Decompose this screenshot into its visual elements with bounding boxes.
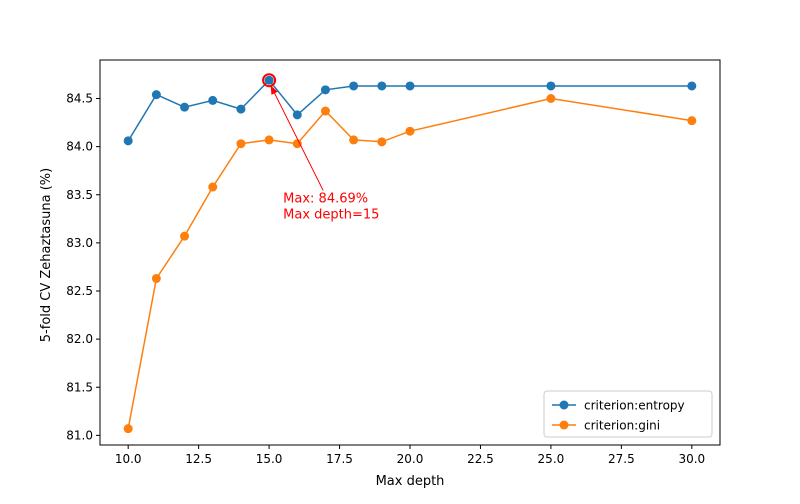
data-point-1-10: [405, 126, 415, 136]
x-axis-label: Max depth: [376, 474, 445, 489]
y-tick-label-6: 84.0: [66, 140, 93, 154]
legend-marker-0: [559, 400, 569, 410]
data-point-1-3: [208, 182, 218, 192]
y-tick-label-0: 81.0: [66, 428, 93, 442]
data-point-1-0: [123, 424, 133, 434]
data-point-1-8: [349, 135, 359, 145]
x-tick-label-1: 12.5: [185, 452, 212, 466]
axes: 10.0 12.5 15.0 17.5 20.0 22.5 25.0 27.5 30.0 81.0…: [66, 59, 721, 466]
data-point-0-12: [687, 81, 697, 91]
y-tick-label-3: 82.5: [66, 284, 93, 298]
data-point-1-9: [377, 137, 387, 147]
data-point-0-4: [236, 104, 246, 114]
y-axis-label: 5-fold CV Zehaztasuna (%): [39, 168, 54, 342]
data-point-1-2: [180, 231, 190, 241]
data-point-1-11: [546, 94, 556, 103]
legend-label-1: criterion:gini: [584, 419, 660, 433]
x-tick-label-8: 30.0: [678, 452, 705, 466]
data-point-0-0: [123, 136, 133, 146]
data-point-0-6: [292, 110, 302, 120]
y-tick-label-2: 82.0: [66, 332, 93, 346]
data-point-1-7: [320, 106, 330, 116]
legend-label-0: criterion:entropy: [584, 399, 685, 413]
x-tick-label-3: 17.5: [326, 452, 353, 466]
data-point-1-5: [264, 135, 274, 145]
max-annotation: Max: 84.69%Max depth=15: [262, 73, 379, 222]
data-point-1-1: [151, 273, 161, 283]
legend: criterion:entropy criterion:gini: [543, 390, 713, 438]
y-tick-label-4: 83.0: [66, 236, 93, 250]
plot-area: [123, 75, 697, 434]
legend-marker-1: [559, 420, 569, 430]
annotation-arrow-line: [270, 84, 324, 191]
data-point-0-7: [320, 85, 330, 95]
data-point-0-9: [377, 81, 387, 91]
legend-box: [543, 390, 713, 438]
data-point-1-4: [236, 139, 246, 149]
data-point-0-5: [264, 75, 274, 85]
annotation-text-line-1: Max depth=15: [283, 207, 379, 222]
y-tick-label-7: 84.5: [66, 92, 93, 106]
x-tick-label-7: 27.5: [608, 452, 635, 466]
data-point-0-3: [208, 95, 218, 105]
x-tick-label-0: 10.0: [115, 452, 142, 466]
y-tick-label-5: 83.5: [66, 188, 93, 202]
data-point-0-11: [546, 81, 556, 91]
data-point-0-8: [349, 81, 359, 91]
max-point-highlight: [262, 73, 277, 88]
data-point-0-2: [180, 102, 190, 112]
annotation-arrow-head: [270, 85, 278, 95]
y-tick-label-1: 81.5: [66, 380, 93, 394]
x-tick-label-6: 25.0: [538, 452, 565, 466]
data-point-1-6: [292, 139, 302, 149]
data-point-0-1: [151, 90, 161, 100]
x-tick-label-5: 22.5: [467, 452, 494, 466]
x-tick-label-4: 20.0: [397, 452, 424, 466]
data-point-1-12: [687, 116, 697, 126]
x-tick-label-2: 15.0: [256, 452, 283, 466]
data-point-0-10: [405, 81, 415, 91]
annotation-text-line-0: Max: 84.69%: [283, 191, 368, 206]
